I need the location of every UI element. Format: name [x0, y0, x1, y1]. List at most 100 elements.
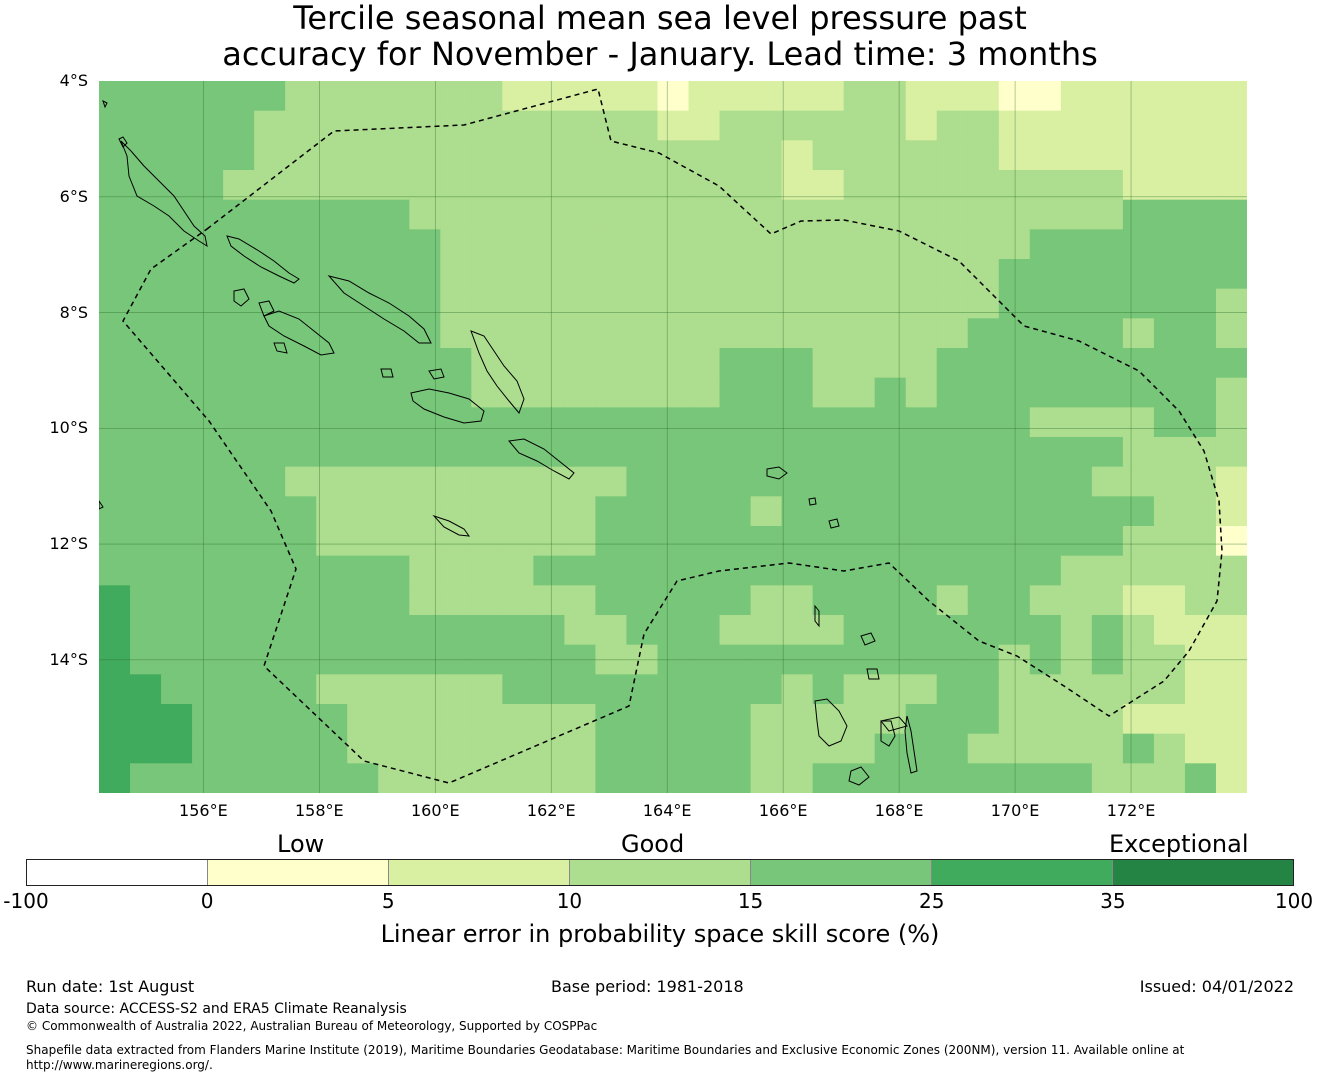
skill-cell — [719, 763, 752, 793]
skill-cell — [409, 229, 441, 260]
skill-cell — [1184, 466, 1217, 497]
colorbar-tick-label: 35 — [1100, 889, 1126, 913]
skill-cell — [564, 377, 597, 408]
skill-cell — [99, 110, 131, 141]
skill-cell — [905, 110, 938, 141]
skill-cell — [626, 110, 659, 141]
skill-cell — [192, 466, 224, 497]
skill-cell — [161, 466, 193, 497]
skill-cell — [595, 526, 628, 557]
skill-cell — [533, 496, 566, 527]
colorbar-tick-label: 100 — [1274, 889, 1314, 913]
skill-cell — [936, 199, 969, 230]
skill-cell — [564, 466, 597, 497]
skill-cell — [719, 110, 752, 141]
skill-cell — [998, 674, 1031, 705]
island-malaita — [470, 330, 525, 414]
skill-cell — [812, 318, 845, 349]
skill-cell — [812, 733, 845, 764]
skill-cell — [378, 526, 410, 557]
skill-cell — [812, 259, 845, 290]
skill-cell — [1029, 585, 1062, 616]
skill-cell — [99, 318, 131, 349]
skill-cell — [254, 674, 286, 705]
skill-cell — [1029, 259, 1062, 290]
skill-cell — [378, 110, 410, 141]
skill-cell — [471, 170, 503, 201]
copyright: © Commonwealth of Australia 2022, Austra… — [26, 1019, 598, 1033]
skill-cell — [440, 555, 472, 586]
skill-score-map[interactable] — [99, 81, 1247, 793]
skill-cell — [1060, 259, 1093, 290]
skill-cell — [812, 288, 845, 319]
skill-cell — [347, 407, 379, 438]
skill-cell — [1122, 318, 1155, 349]
island-rennell — [432, 514, 471, 537]
island-gaua — [866, 668, 880, 680]
skill-cell — [905, 170, 938, 201]
skill-cell — [254, 81, 286, 112]
skill-cell — [812, 496, 845, 527]
skill-cell — [1122, 229, 1155, 260]
skill-cell — [1060, 348, 1093, 379]
map-panel[interactable] — [99, 81, 1247, 793]
skill-cell — [471, 615, 503, 646]
skill-cell — [1153, 199, 1186, 230]
skill-cell — [502, 585, 534, 616]
skill-cell — [161, 615, 193, 646]
skill-cell — [719, 526, 752, 557]
skill-cell — [1215, 763, 1247, 793]
colorbar-segment — [932, 860, 1113, 885]
skill-cell — [719, 318, 752, 349]
skill-cell — [688, 259, 721, 290]
skill-cell — [533, 229, 566, 260]
skill-cell — [657, 466, 690, 497]
skill-cell — [781, 526, 814, 557]
skill-cell — [905, 348, 938, 379]
skill-cell — [1122, 615, 1155, 646]
skill-cell — [967, 318, 1000, 349]
skill-cell — [998, 466, 1031, 497]
skill-cell — [1184, 348, 1217, 379]
skill-cell — [967, 496, 1000, 527]
skill-cell — [750, 585, 783, 616]
skill-cell — [1091, 81, 1124, 112]
lat-label: 12°S — [49, 534, 88, 554]
skill-cell — [1184, 704, 1217, 735]
skill-cell — [688, 199, 721, 230]
skill-cell — [192, 140, 224, 171]
skill-cell — [440, 615, 472, 646]
skill-cell — [812, 466, 845, 497]
skill-cell — [626, 733, 659, 764]
skill-cell — [347, 674, 379, 705]
skill-cell — [130, 555, 162, 586]
skill-cell — [1122, 110, 1155, 141]
skill-cell — [130, 407, 162, 438]
skill-cell — [285, 407, 317, 438]
skill-cell — [1122, 466, 1155, 497]
skill-cell — [223, 585, 255, 616]
skill-cell — [347, 437, 379, 468]
skill-cell — [967, 140, 1000, 171]
skill-cell — [378, 704, 410, 735]
skill-cell — [440, 229, 472, 260]
skill-cell — [750, 733, 783, 764]
island-santa-isabel — [327, 275, 432, 344]
skill-cell — [564, 288, 597, 319]
skill-cell — [316, 259, 348, 290]
skill-cell — [99, 348, 131, 379]
skill-cell — [192, 229, 224, 260]
skill-cell — [688, 437, 721, 468]
skill-cell — [316, 318, 348, 349]
skill-cell — [1122, 437, 1155, 468]
skill-cell — [378, 140, 410, 171]
skill-cell — [936, 140, 969, 171]
skill-cell — [471, 288, 503, 319]
skill-cell — [998, 496, 1031, 527]
skill-cell — [719, 704, 752, 735]
skill-cell — [843, 348, 876, 379]
skill-cell — [998, 170, 1031, 201]
skill-cell — [378, 674, 410, 705]
skill-cell — [192, 288, 224, 319]
skill-cell — [750, 496, 783, 527]
